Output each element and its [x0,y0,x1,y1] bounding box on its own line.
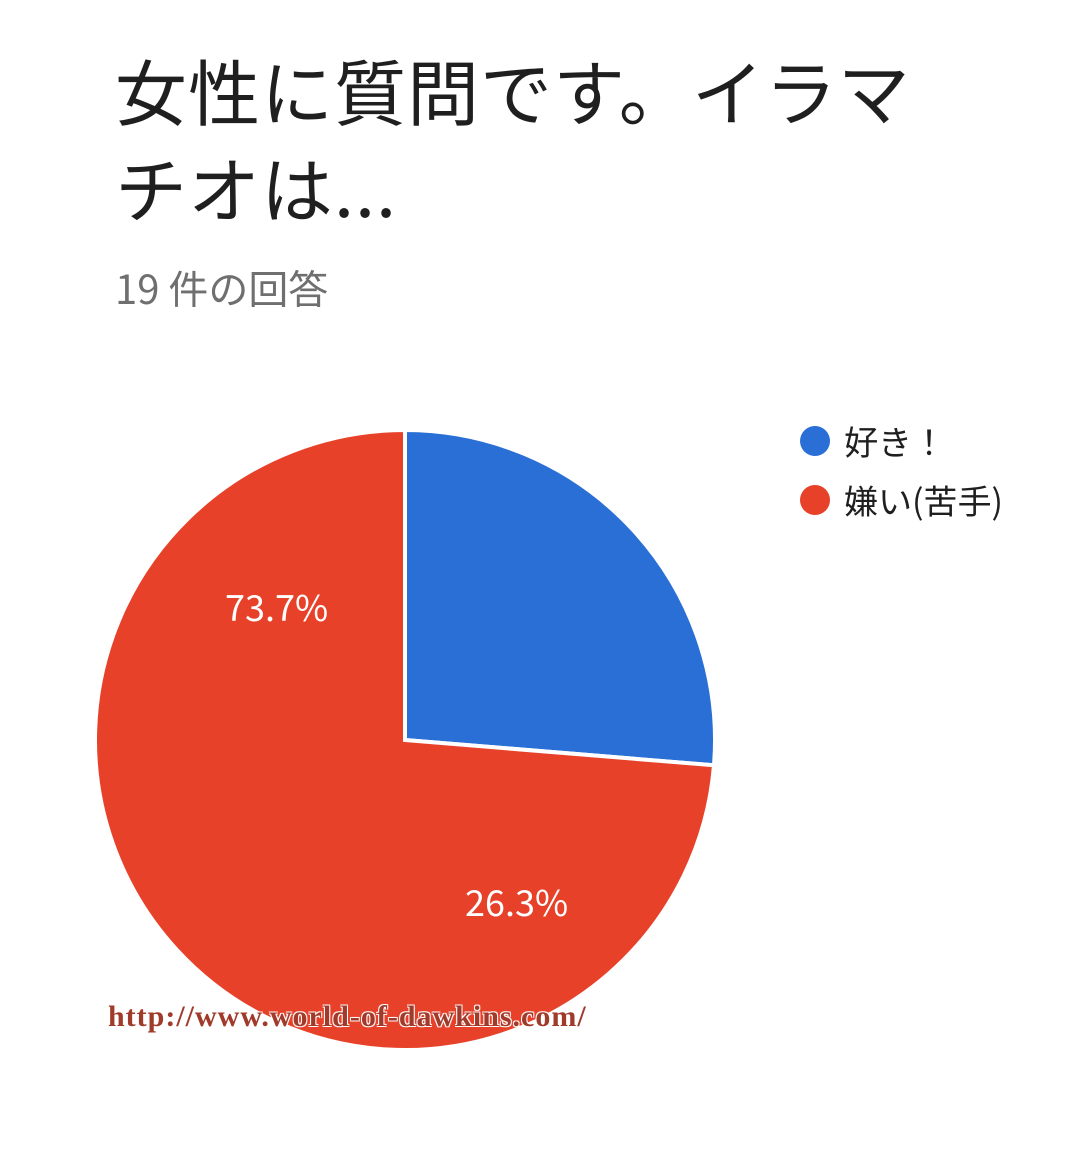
responses-count: 19 件の回答 [115,258,328,316]
slice-label-dislike: 73.7% [225,580,328,632]
chart-title: 女性に質問です。イラマチオは... [115,40,935,234]
legend-dot-like [800,426,830,456]
slice-label-like: 26.3% [465,875,568,927]
pie-slice-like [405,430,715,765]
legend-label-dislike: 嫌い(苦手) [844,474,1003,527]
legend-item-dislike: 嫌い(苦手) [800,474,1003,527]
legend-item-like: 好き！ [800,415,1003,468]
legend: 好き！ 嫌い(苦手) [800,415,1003,532]
page-root: 女性に質問です。イラマチオは... 19 件の回答 73.7% 26.3% 好き… [0,0,1080,1150]
pie-chart: 73.7% 26.3% [95,430,715,1050]
legend-label-like: 好き！ [844,415,946,468]
legend-dot-dislike [800,485,830,515]
